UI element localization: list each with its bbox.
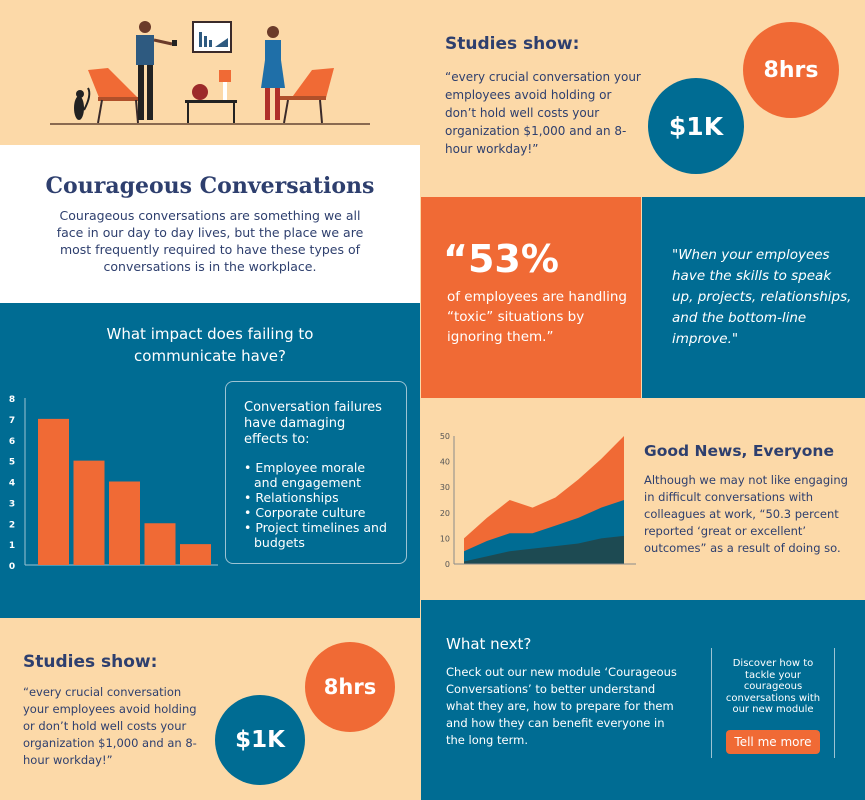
toxic-stat-text: of employees are handling “toxic” situat… — [447, 289, 627, 345]
effect-item: Employee morale and engagement — [244, 460, 392, 490]
impact-heading: What impact does failing to communicate … — [106, 325, 314, 365]
y-tick-label: 5 — [9, 458, 15, 468]
effects-title: Conversation failures have damaging effe… — [244, 400, 382, 447]
studies-quote: “every crucial conversation your employe… — [445, 70, 641, 156]
y-tick-label: 20 — [440, 509, 450, 518]
y-tick-label: 1 — [9, 541, 15, 551]
picture-frame-icon — [192, 21, 232, 53]
effect-item: Corporate culture — [244, 505, 392, 520]
intro-text: Courageous conversations are something w… — [56, 208, 364, 274]
cta-box: Discover how to tackle your courageous c… — [711, 648, 835, 758]
good-news-section: 0 10 20 30 40 50 Good News, Everyone Although… — [421, 398, 865, 600]
effect-item: Relationships — [244, 490, 392, 505]
illustration-svg — [50, 21, 370, 125]
y-tick-label: 3 — [9, 499, 15, 509]
area-chart: 0 10 20 30 40 50 — [440, 432, 636, 569]
what-next-text: Check out our new module ‘Courageous Con… — [446, 665, 677, 747]
bar-chart: 0 1 2 3 4 5 6 7 8 — [9, 395, 218, 572]
effect-item: Project timelines and budgets — [244, 520, 392, 550]
chair-left-icon — [88, 68, 140, 124]
y-tick-label: 0 — [445, 560, 450, 569]
y-tick-label: 0 — [9, 562, 15, 572]
intro-section: Courageous Conversations Courageous conv… — [0, 145, 420, 303]
toxic-stat-section: “53% of employees are handling “toxic” s… — [421, 197, 641, 398]
tell-me-more-button[interactable]: Tell me more — [726, 729, 820, 754]
area-series — [464, 535, 624, 564]
bar — [38, 418, 69, 565]
good-news-heading: Good News, Everyone — [644, 442, 834, 460]
hero-illustration — [0, 0, 420, 145]
woman-figure-icon — [261, 26, 285, 120]
y-tick-label: 10 — [440, 534, 450, 543]
skills-quote-section: "When your employees have the skills to … — [642, 197, 865, 398]
y-tick-label: 2 — [9, 520, 15, 530]
stat-hours-circle: 8hrs — [743, 22, 839, 118]
y-tick-label: 40 — [440, 458, 450, 467]
studies-quote: “every crucial conversation your employe… — [23, 685, 197, 767]
studies-bottom-section: Studies show: “every crucial conversatio… — [0, 618, 420, 800]
impact-section: What impact does failing to communicate … — [0, 303, 420, 618]
stat-cost-circle: $1K — [648, 78, 744, 174]
skills-quote: "When your employees have the skills to … — [672, 247, 852, 347]
what-next-heading: What next? — [446, 635, 532, 653]
studies-heading: Studies show: — [445, 34, 580, 54]
floor-line — [50, 123, 370, 125]
cat-icon — [74, 87, 91, 120]
y-tick-label: 50 — [440, 432, 450, 441]
good-news-text: Although we may not like engaging in dif… — [644, 473, 848, 555]
bar — [109, 481, 140, 565]
page-title: Courageous Conversations — [45, 173, 375, 199]
man-figure-icon — [136, 21, 177, 120]
cta-text: Discover how to tackle your courageous c… — [725, 658, 821, 715]
stat-cost-circle: $1K — [215, 695, 305, 785]
y-tick-label: 6 — [9, 437, 15, 447]
effects-list: Employee morale and engagement Relations… — [244, 460, 392, 550]
y-tick-label: 30 — [440, 483, 450, 492]
bar — [180, 544, 211, 565]
effects-box: Conversation failures have damaging effe… — [225, 381, 407, 564]
y-tick-label: 7 — [9, 416, 15, 426]
toxic-stat-value: “53% — [443, 237, 559, 281]
bar — [73, 460, 105, 565]
chair-right-icon — [280, 68, 334, 124]
y-tick-label: 4 — [9, 479, 15, 489]
studies-top-section: Studies show: “every crucial conversatio… — [421, 0, 865, 197]
what-next-section: What next? Check out our new module ‘Cou… — [421, 600, 865, 800]
studies-heading: Studies show: — [23, 652, 158, 672]
bar — [144, 523, 176, 565]
y-tick-label: 8 — [9, 395, 15, 405]
side-table-icon — [185, 70, 237, 123]
stat-hours-circle: 8hrs — [305, 642, 395, 732]
